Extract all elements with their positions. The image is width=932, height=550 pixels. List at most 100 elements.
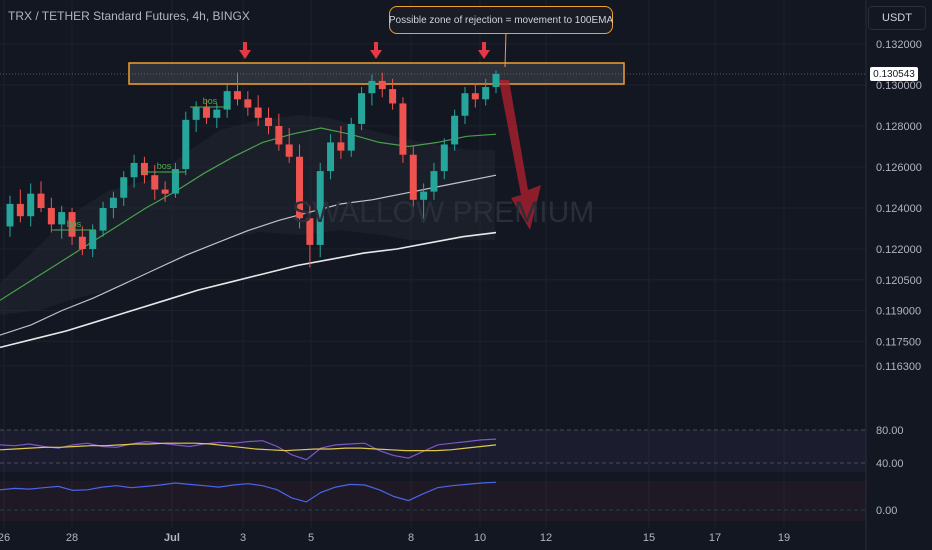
bollinger-cloud <box>0 115 495 315</box>
callout-pointer <box>504 31 507 68</box>
resistance-zone <box>128 62 625 85</box>
price-tick-label: 0.120500 <box>876 275 922 287</box>
candle-body <box>347 123 355 151</box>
chart-grid <box>0 0 866 528</box>
candle-body <box>482 87 490 100</box>
candle-body <box>68 212 76 237</box>
candle-body <box>6 203 14 227</box>
currency-selector[interactable]: USDT <box>868 6 926 30</box>
candle-body <box>47 208 55 225</box>
candle-body <box>275 126 283 145</box>
candle-body <box>440 144 448 172</box>
price-tick-label: 0.128000 <box>876 121 922 133</box>
price-tick-label: 0.126000 <box>876 162 922 174</box>
price-tick-label: 0.122000 <box>876 244 922 256</box>
price-axis: 0.132000 0.130000 0.128000 0.126000 0.124000… <box>876 39 922 373</box>
time-tick-label: 19 <box>778 532 790 544</box>
candle-body <box>182 119 190 170</box>
rsi-panel: 80.00 40.00 <box>0 425 904 470</box>
osc-line <box>0 481 497 503</box>
candle-body <box>451 115 459 145</box>
candle-body <box>120 177 128 198</box>
rsi-tick-label: 40.00 <box>876 458 904 470</box>
candle-body <box>306 218 314 245</box>
candle-body <box>37 193 45 208</box>
rsi-ma-line <box>0 442 497 452</box>
candle-body <box>337 142 345 151</box>
zone-callout: Possible zone of rejection = movement to… <box>389 6 613 34</box>
candle-body <box>233 91 241 100</box>
candle-body <box>151 175 159 190</box>
candle-body <box>192 107 200 120</box>
candle-body <box>265 117 273 126</box>
candle-body <box>471 93 479 100</box>
down-arrow-icon <box>482 42 486 51</box>
time-tick-label: 3 <box>240 532 246 544</box>
time-tick-label: 15 <box>643 532 655 544</box>
watermark: SWALLOW PREMIUM <box>292 196 595 229</box>
rejection-arrows <box>239 42 490 59</box>
candle-body <box>27 193 35 217</box>
last-price-tag: 0.130543 <box>870 67 918 81</box>
candle-body <box>358 93 366 124</box>
candle-body <box>368 80 376 94</box>
candle-body <box>78 236 86 249</box>
candle-body <box>285 144 293 157</box>
candle-body <box>223 91 231 110</box>
down-arrow-icon <box>370 50 382 59</box>
price-tick-label: 0.132000 <box>876 39 922 51</box>
time-axis: 26 28 Jul 3 5 8 10 12 15 17 19 <box>0 532 790 544</box>
candle-body <box>492 73 500 88</box>
candle-body <box>389 89 397 104</box>
price-tick-label: 0.116300 <box>876 361 921 373</box>
time-tick-label: 8 <box>408 532 414 544</box>
candle-body <box>58 212 66 225</box>
candle-body <box>99 208 107 231</box>
bos-label: bos <box>67 219 82 229</box>
time-tick-label: 5 <box>308 532 314 544</box>
chart-title: TRX / TETHER Standard Futures, 4h, BINGX <box>8 9 250 23</box>
candle-body <box>316 171 324 245</box>
candle-body <box>409 154 417 200</box>
bos-label: bos <box>203 96 218 106</box>
down-arrow-icon <box>243 42 247 51</box>
candlesticks <box>6 70 500 268</box>
candle-body <box>420 191 428 200</box>
rsi-line <box>0 438 497 461</box>
candle-body <box>171 169 179 194</box>
candle-body <box>399 103 407 155</box>
candle-body <box>244 99 252 108</box>
candle-body <box>140 162 148 176</box>
projection-arrow <box>499 80 541 230</box>
candle-body <box>461 93 469 116</box>
candle-body <box>16 203 24 217</box>
time-tick-label: 10 <box>474 532 486 544</box>
candle-body <box>89 230 97 249</box>
down-arrow-icon <box>239 50 251 59</box>
rsi-tick-label: 80.00 <box>876 425 904 437</box>
bos-label: bos <box>157 161 172 171</box>
candle-body <box>254 107 262 118</box>
time-tick-label: 28 <box>66 532 78 544</box>
candle-body <box>161 189 169 194</box>
bos-markers: bos bos bos <box>52 96 230 231</box>
candle-body <box>202 107 210 118</box>
price-tick-label: 0.117500 <box>876 336 921 348</box>
candle-body <box>378 80 386 90</box>
time-tick-label: 12 <box>540 532 552 544</box>
price-tick-label: 0.119000 <box>876 306 921 318</box>
candle-body <box>130 162 138 178</box>
candle-body <box>327 142 335 172</box>
price-tick-label: 0.130000 <box>876 80 922 92</box>
candle-body <box>296 156 304 219</box>
oscillator-panel: 0.00 <box>0 481 897 517</box>
osc-tick-label: 0.00 <box>876 505 897 517</box>
price-tick-label: 0.124000 <box>876 203 922 215</box>
time-tick-label: Jul <box>164 532 180 544</box>
candle-body <box>430 171 438 192</box>
time-tick-label: 17 <box>709 532 721 544</box>
candle-body <box>213 109 221 118</box>
ema-slow-line <box>0 231 497 349</box>
time-tick-label: 26 <box>0 532 10 544</box>
